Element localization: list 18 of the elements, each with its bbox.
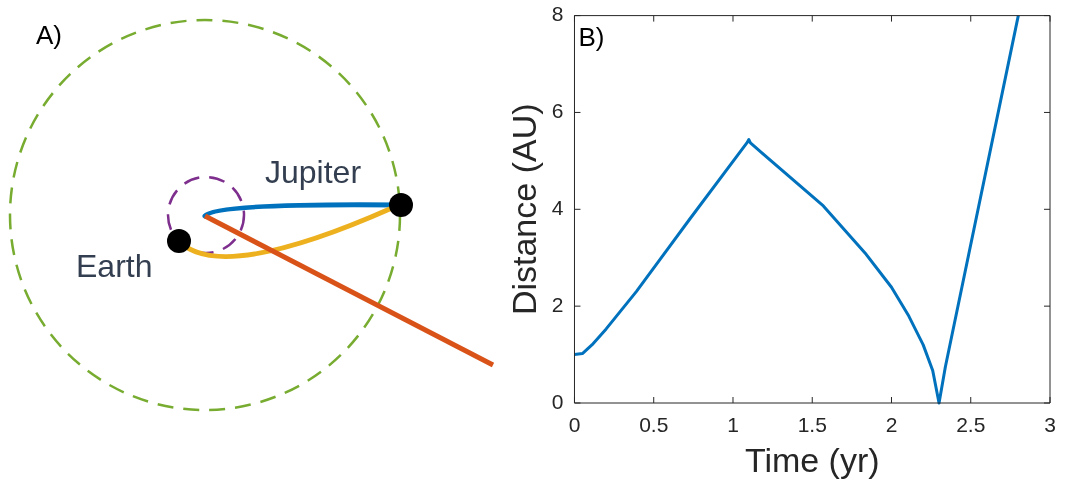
text: A) (36, 20, 62, 50)
y-axis-title: Distance (AU) (504, 103, 543, 316)
x-tick-label: 0 (568, 413, 581, 437)
y-tick-label: 0 (551, 389, 564, 413)
y-tick-label: 2 (551, 292, 564, 316)
x-tick-label: 1.5 (797, 413, 827, 437)
x-tick-label: 2.5 (956, 413, 986, 437)
annotation: B) (578, 21, 605, 52)
x-tick-label: 1 (727, 413, 739, 437)
x-tick-label: 3 (1044, 413, 1056, 437)
x-tick-label: 2 (885, 413, 898, 437)
text: Jupiter (265, 154, 362, 190)
text: Earth (76, 248, 153, 284)
y-tick-label: 6 (551, 99, 564, 123)
y-tick-label: 4 (551, 196, 564, 220)
x-tick-label: 0.5 (639, 413, 669, 437)
y-tick-label: 8 (551, 2, 564, 26)
x-axis-title: Time (yr) (744, 440, 880, 479)
